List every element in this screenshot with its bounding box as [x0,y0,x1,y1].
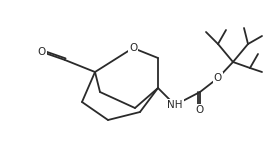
Text: NH: NH [167,100,183,110]
Text: O: O [129,43,137,53]
Text: O: O [196,105,204,115]
Text: O: O [38,47,46,57]
Text: O: O [214,73,222,83]
